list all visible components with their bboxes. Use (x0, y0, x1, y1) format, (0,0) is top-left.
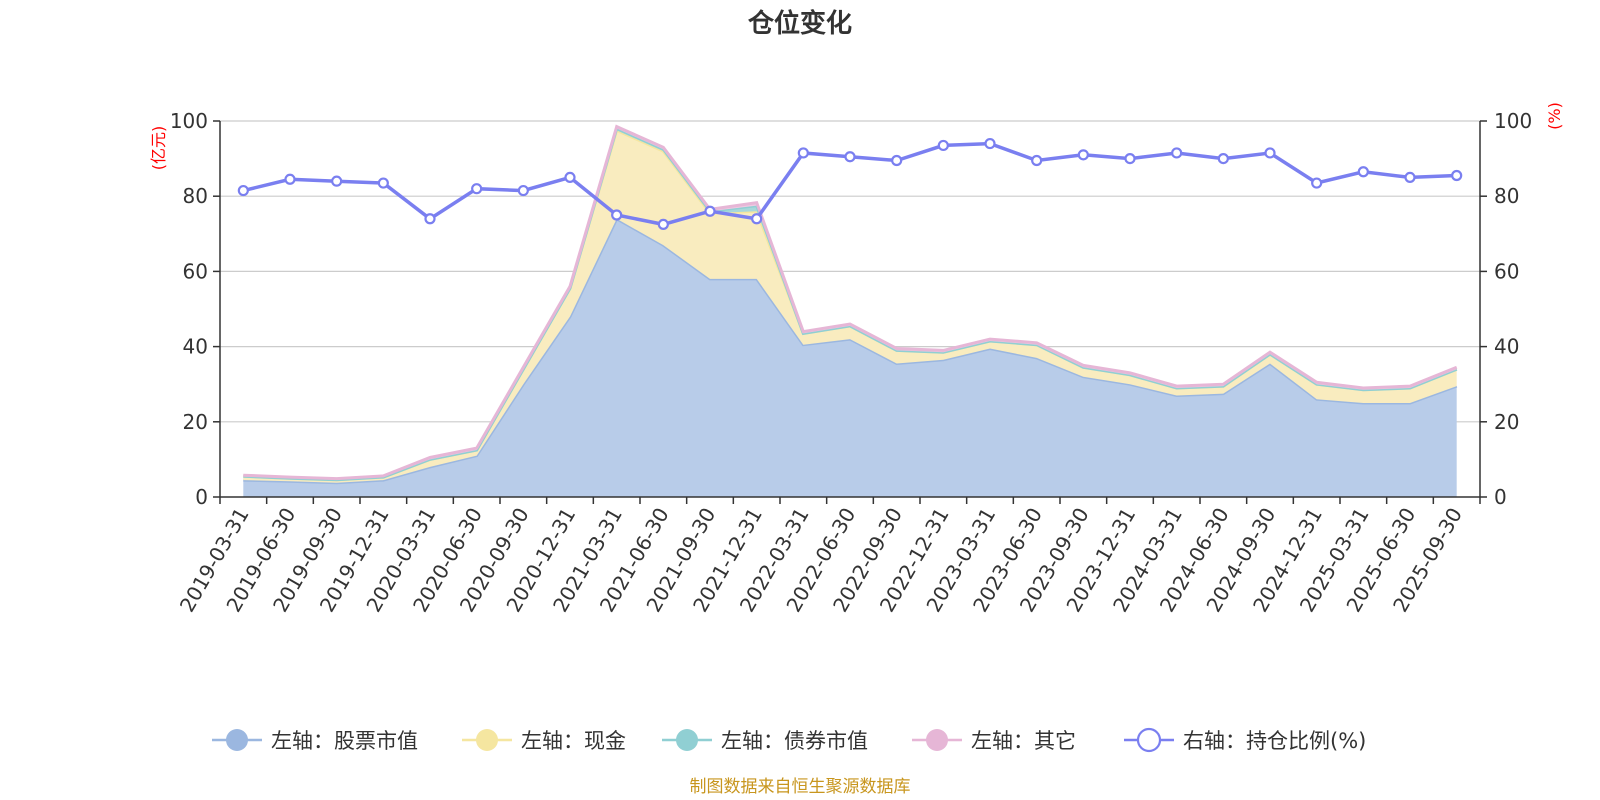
legend-item: 左轴：现金 (462, 729, 626, 753)
ratio-point (937, 139, 949, 152)
ratio-point (797, 147, 809, 159)
ratio-point (1171, 147, 1183, 159)
ratio-point (984, 137, 996, 150)
legend: 左轴：股票市值 左轴：现金 左轴：债券市值 左轴：其它 右轴：持仓比例(%) (212, 727, 1366, 753)
area-edge-3 (243, 124, 1458, 481)
ratio-point (424, 213, 436, 225)
ratio-point (891, 154, 903, 167)
ratio-point (704, 205, 716, 217)
ratio-point (1077, 149, 1089, 161)
legend-item: 左轴：债券市值 (662, 729, 868, 753)
ratio-point (517, 184, 529, 197)
legend-label: 左轴：股票市值 (271, 729, 418, 753)
legend-marker (676, 729, 698, 751)
right-tick-label: 20 (1494, 410, 1519, 434)
ratio-point (471, 183, 483, 195)
legend-marker (476, 729, 498, 751)
left-axis-unit: (亿元) (149, 126, 168, 171)
legend-marker (1136, 727, 1162, 753)
left-axis-labels: 0 20 40 60 80 100 (170, 109, 208, 509)
left-tick-label: 80 (183, 184, 208, 208)
right-tick-label: 100 (1494, 109, 1532, 133)
ratio-point (1357, 166, 1369, 178)
ratio-point (1404, 171, 1416, 183)
left-tick-label: 0 (195, 485, 208, 509)
right-axis-unit: (%) (1545, 102, 1564, 130)
axes (213, 120, 1487, 504)
chart-title: 仓位变化 (747, 8, 852, 39)
right-tick-label: 60 (1494, 259, 1519, 283)
ratio-point (1124, 153, 1136, 165)
legend-marker (926, 729, 948, 751)
ratio-point (331, 175, 343, 187)
right-tick-label: 40 (1494, 335, 1519, 359)
legend-item: 右轴：持仓比例(%) (1124, 727, 1366, 753)
ratio-point (751, 213, 763, 225)
legend-label: 左轴：债券市值 (721, 729, 868, 753)
legend-item: 左轴：其它 (912, 729, 1076, 753)
legend-item: 左轴：股票市值 (212, 729, 418, 753)
ratio-point (1264, 147, 1276, 159)
position-ratio-line (237, 137, 1463, 230)
ratio-point (284, 173, 296, 185)
left-tick-label: 40 (183, 335, 208, 359)
ratio-point (1031, 154, 1043, 167)
ratio-point (377, 177, 389, 189)
right-tick-label: 0 (1494, 485, 1507, 509)
ratio-point (657, 218, 669, 230)
ratio-point (237, 184, 249, 197)
ratio-point (1217, 153, 1229, 165)
x-axis-labels: 2019-03-312019-06-302019-09-302019-12-31… (175, 503, 1467, 616)
legend-label: 右轴：持仓比例(%) (1183, 729, 1366, 753)
ratio-point (564, 171, 576, 183)
ratio-point (1311, 177, 1323, 189)
left-tick-label: 60 (183, 259, 208, 283)
ratio-point (1451, 169, 1463, 182)
right-axis-labels: 0 20 40 60 80 100 (1494, 109, 1532, 509)
legend-label: 左轴：现金 (521, 729, 626, 753)
ratio-point (844, 151, 856, 163)
legend-marker (226, 729, 248, 751)
left-tick-label: 100 (170, 109, 208, 133)
ratio-point (611, 209, 623, 221)
left-tick-label: 20 (183, 410, 208, 434)
right-tick-label: 80 (1494, 184, 1519, 208)
area-0 (243, 218, 1457, 498)
legend-label: 左轴：其它 (971, 729, 1076, 753)
source-note: 制图数据来自恒生聚源数据库 (690, 777, 911, 797)
stacked-areas (243, 124, 1458, 498)
